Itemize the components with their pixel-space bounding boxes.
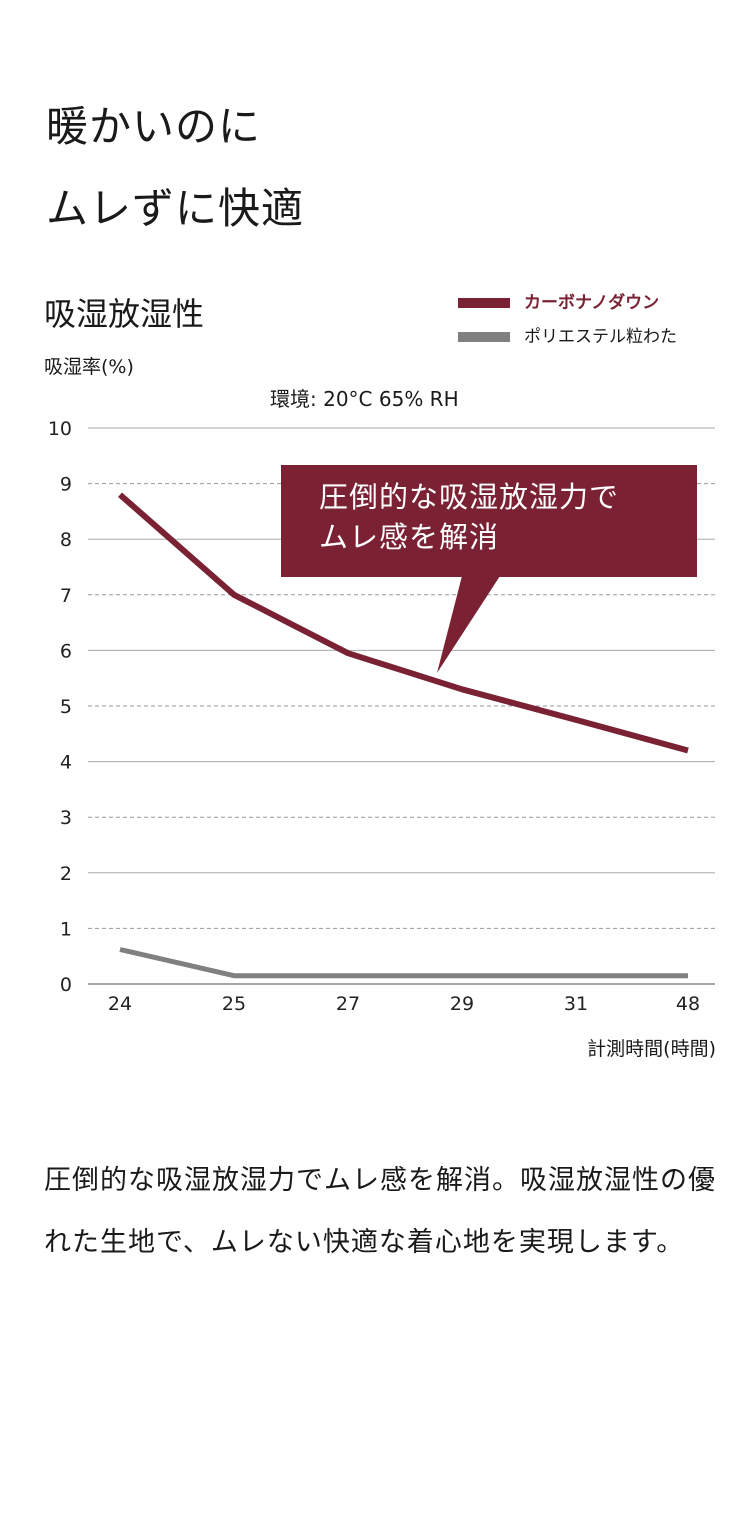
- legend-swatch-polyester: [458, 332, 510, 342]
- callout-pointer: [437, 576, 500, 673]
- headline-line-2: ムレずに快適: [46, 184, 305, 233]
- y-tick-label: 1: [60, 918, 72, 940]
- x-tick-label: 24: [108, 993, 132, 1015]
- headline-line-1: 暖かいのに: [46, 102, 262, 151]
- x-tick-label: 31: [564, 993, 588, 1015]
- legend-item-carbon-nano-down: カーボナノダウン: [458, 286, 738, 320]
- x-axis-label: 計測時間(時間): [587, 1038, 716, 1060]
- y-tick-label: 6: [60, 640, 72, 662]
- legend-item-polyester: ポリエステル粒わた: [458, 320, 738, 354]
- y-tick-label: 3: [60, 807, 72, 829]
- x-tick-label: 25: [222, 993, 246, 1015]
- series-line-polyester: [119, 947, 688, 979]
- y-tick-label: 4: [60, 752, 72, 774]
- y-axis-label: 吸湿率(%): [44, 356, 134, 378]
- x-tick-labels: 24 25 27 29 31 48: [108, 993, 700, 1015]
- legend-label: カーボナノダウン: [524, 293, 660, 313]
- line-chart: 0 1 2 3 4 5 6 7 8 9 10 24 25 27 29 31 48: [48, 418, 715, 1015]
- y-tick-label: 5: [60, 696, 72, 718]
- chart-legend: カーボナノダウン ポリエステル粒わた: [458, 286, 738, 354]
- callout-box: 圧倒的な吸湿放湿力で ムレ感を解消: [281, 465, 697, 577]
- y-tick-label: 0: [60, 974, 72, 996]
- x-tick-label: 29: [450, 993, 474, 1015]
- callout-line-2: ムレ感を解消: [319, 520, 500, 554]
- callout-line-1: 圧倒的な吸湿放湿力で: [319, 480, 620, 514]
- series-line-carbon-nano-down: [118, 492, 689, 754]
- y-tick-label: 8: [60, 529, 72, 551]
- y-tick-label: 7: [60, 585, 72, 607]
- grid-lines: [88, 427, 715, 985]
- chart-title: 吸湿放湿性: [44, 295, 205, 333]
- y-tick-labels: 0 1 2 3 4 5 6 7 8 9 10: [48, 418, 72, 996]
- y-tick-label: 2: [60, 863, 72, 885]
- headline: 暖かいのに ムレずに快適: [46, 86, 706, 250]
- legend-label: ポリエステル粒わた: [524, 327, 677, 347]
- environment-note: 環境: 20°C 65% RH: [270, 387, 459, 411]
- x-tick-label: 27: [336, 993, 360, 1015]
- series-lines: [118, 492, 689, 979]
- legend-swatch-carbon-nano-down: [458, 298, 510, 308]
- y-tick-label: 9: [60, 474, 72, 496]
- body-text: 圧倒的な吸湿放湿力でムレ感を解消。吸湿放湿性の優れた生地で、ムレない快適な着心地…: [44, 1165, 716, 1258]
- x-tick-label: 48: [676, 993, 700, 1015]
- y-tick-label: 10: [48, 418, 72, 440]
